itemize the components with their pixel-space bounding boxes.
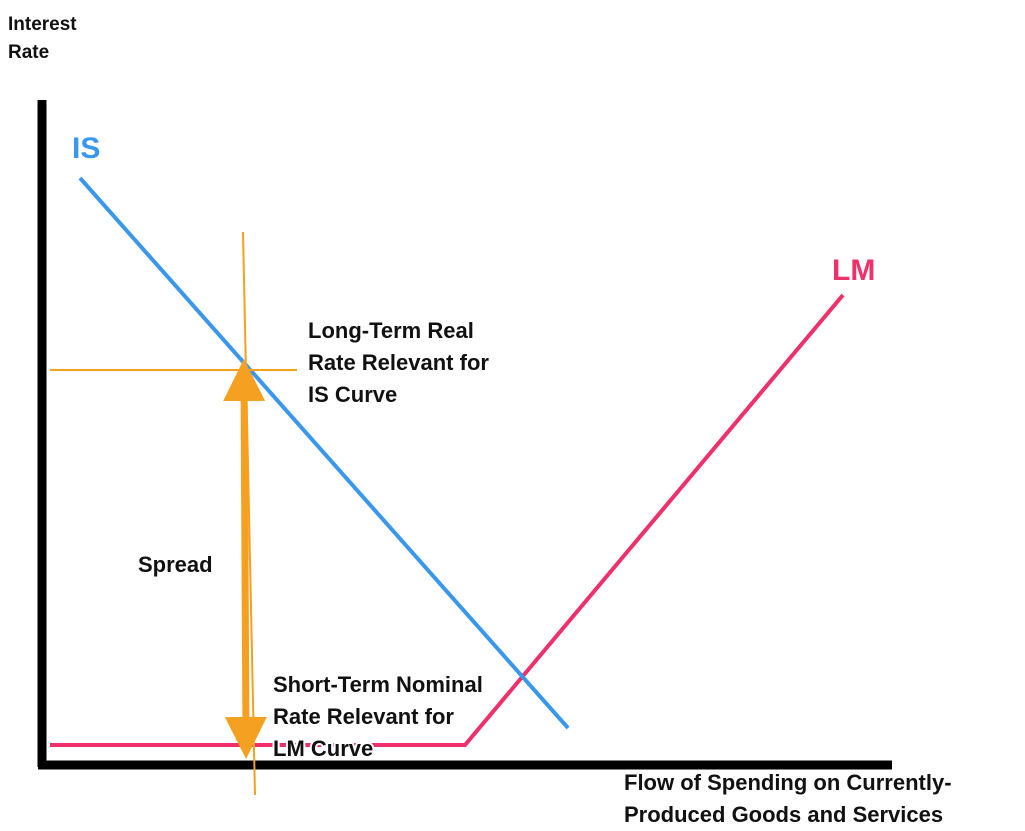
annotation: Long-Term Real [308,318,474,343]
y-label: Interest [8,14,77,35]
annotation: Short-Term Nominal [273,672,483,697]
annotation: Spread [138,552,213,577]
annotation: Rate Relevant for [273,704,454,729]
annotation: Rate Relevant for [308,350,489,375]
x-label: Flow of Spending on Currently- [624,770,952,795]
lm-label: LM [832,254,875,287]
annotation: IS Curve [308,382,397,407]
is-curve [78,176,570,730]
lm-curve [50,293,845,747]
annotation: LM Curve [273,736,373,761]
y-label: Rate [8,42,49,63]
is-label: IS [72,132,100,165]
spread-arrow [223,359,267,759]
x-label: Produced Goods and Services [624,802,943,827]
